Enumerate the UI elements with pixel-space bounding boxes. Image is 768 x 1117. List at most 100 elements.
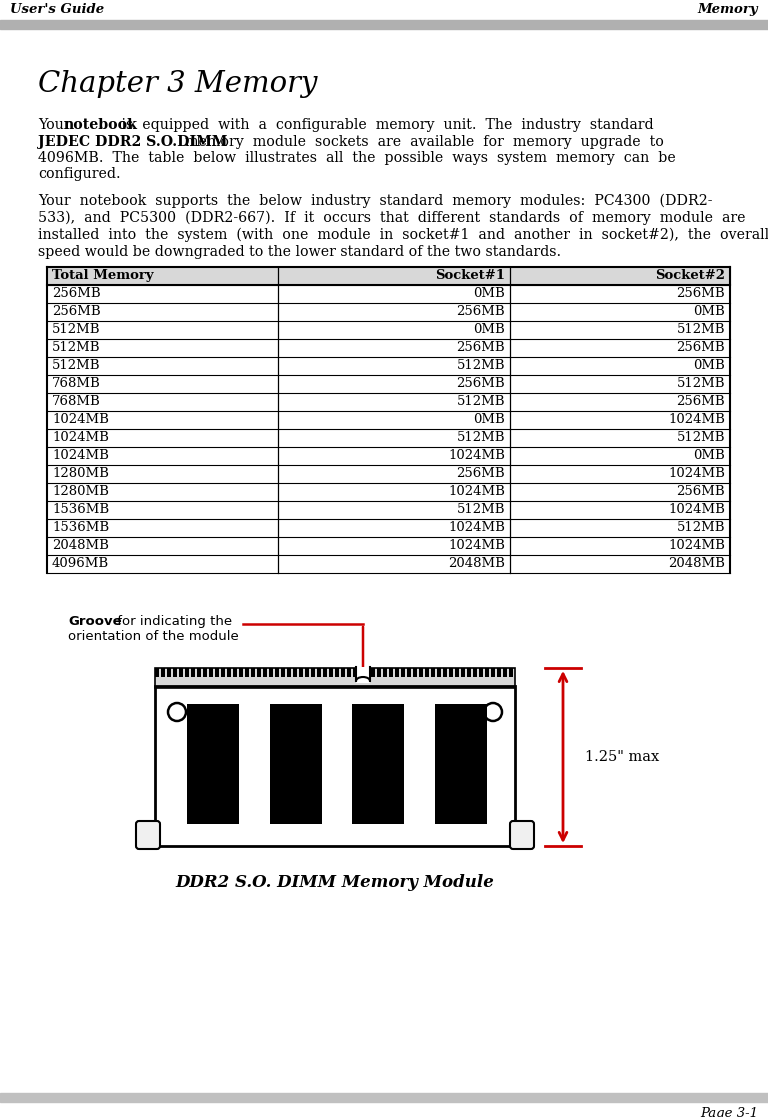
Text: 0MB: 0MB [694, 449, 725, 462]
Text: 4096MB.  The  table  below  illustrates  all  the  possible  ways  system  memor: 4096MB. The table below illustrates all … [38, 151, 676, 165]
Text: notebook: notebook [64, 118, 138, 132]
Bar [419, 668, 423, 677]
Bar [305, 668, 309, 677]
Text: Total Memory: Total Memory [52, 269, 154, 281]
Bar [155, 686, 515, 846]
Text: 1536MB: 1536MB [52, 521, 109, 534]
Text: Socket#2: Socket#2 [655, 269, 725, 281]
Bar [353, 668, 357, 677]
Text: installed  into  the  system  (with  one  module  in  socket#1  and  another  in: installed into the system (with one modu… [38, 228, 768, 242]
Text: 512MB: 512MB [677, 323, 725, 336]
Text: 512MB: 512MB [677, 521, 725, 534]
Bar [0, 1094, 768, 1102]
Bar [329, 668, 333, 677]
Bar [389, 668, 393, 677]
Bar [431, 668, 435, 677]
Bar [491, 668, 495, 677]
Bar [395, 668, 399, 677]
Text: 0MB: 0MB [473, 287, 505, 300]
Text: User's Guide: User's Guide [10, 3, 104, 16]
Bar [509, 668, 513, 677]
Text: Your: Your [38, 118, 75, 132]
Text: 1280MB: 1280MB [52, 485, 109, 498]
Text: 256MB: 256MB [677, 341, 725, 354]
Bar [245, 668, 249, 677]
Text: 256MB: 256MB [456, 305, 505, 318]
Bar [485, 668, 489, 677]
Text: 0MB: 0MB [473, 413, 505, 426]
Text: Socket#1: Socket#1 [435, 269, 505, 281]
Text: 2048MB: 2048MB [668, 557, 725, 570]
Bar [233, 668, 237, 677]
Text: Groove: Groove [68, 615, 121, 628]
Text: 512MB: 512MB [52, 341, 101, 354]
Bar [401, 668, 405, 677]
Text: 512MB: 512MB [456, 395, 505, 408]
Text: 2048MB: 2048MB [52, 540, 109, 552]
Bar [185, 668, 189, 677]
Bar [437, 668, 441, 677]
Bar [239, 668, 243, 677]
Bar [443, 668, 447, 677]
Bar [47, 267, 730, 285]
Text: 533),  and  PC5300  (DDR2-667).  If  it  occurs  that  different  standards  of : 533), and PC5300 (DDR2-667). If it occur… [38, 211, 746, 226]
Text: 256MB: 256MB [456, 341, 505, 354]
Bar [455, 668, 459, 677]
Bar [407, 668, 411, 677]
Text: 0MB: 0MB [694, 359, 725, 372]
Bar [197, 668, 201, 677]
Bar [155, 668, 159, 677]
Text: 256MB: 256MB [677, 395, 725, 408]
Bar [413, 668, 417, 677]
Bar [356, 667, 370, 682]
Bar [341, 668, 345, 677]
Text: 1536MB: 1536MB [52, 503, 109, 516]
Bar [191, 668, 195, 677]
Text: 512MB: 512MB [456, 431, 505, 443]
Bar [311, 668, 315, 677]
Text: 512MB: 512MB [456, 359, 505, 372]
Bar [179, 668, 183, 677]
Text: JEDEC DDR2 S.O.DIMM: JEDEC DDR2 S.O.DIMM [38, 135, 227, 149]
Bar [503, 668, 507, 677]
Bar [365, 668, 369, 677]
Bar [173, 668, 177, 677]
Text: Your  notebook  supports  the  below  industry  standard  memory  modules:  PC43: Your notebook supports the below industr… [38, 194, 713, 209]
Text: 1280MB: 1280MB [52, 467, 109, 480]
Text: configured.: configured. [38, 168, 121, 181]
Text: 768MB: 768MB [52, 378, 101, 390]
Text: 1024MB: 1024MB [668, 503, 725, 516]
Bar [479, 668, 483, 677]
Bar [497, 668, 501, 677]
Bar [270, 704, 322, 824]
Text: 1024MB: 1024MB [52, 431, 109, 443]
Bar [167, 668, 171, 677]
Text: is  equipped  with  a  configurable  memory  unit.  The  industry  standard: is equipped with a configurable memory u… [117, 118, 654, 132]
Text: memory  module  sockets  are  available  for  memory  upgrade  to: memory module sockets are available for … [176, 135, 664, 149]
Text: for indicating the: for indicating the [113, 615, 232, 628]
Bar [347, 668, 351, 677]
Bar [251, 668, 255, 677]
Text: 256MB: 256MB [52, 305, 101, 318]
Bar [449, 668, 453, 677]
Bar [335, 668, 339, 677]
Bar [275, 668, 279, 677]
Text: 512MB: 512MB [677, 431, 725, 443]
Text: 256MB: 256MB [456, 467, 505, 480]
Bar [323, 668, 327, 677]
Text: Page 3-1: Page 3-1 [700, 1107, 758, 1117]
Bar [155, 668, 515, 688]
Text: 0MB: 0MB [694, 305, 725, 318]
Bar [371, 668, 375, 677]
Text: 1024MB: 1024MB [668, 413, 725, 426]
Text: 1024MB: 1024MB [52, 449, 109, 462]
Bar [293, 668, 297, 677]
Text: 0MB: 0MB [473, 323, 505, 336]
Bar [257, 668, 261, 677]
Text: 4096MB: 4096MB [52, 557, 109, 570]
Text: Memory: Memory [697, 3, 758, 16]
Text: 1024MB: 1024MB [668, 540, 725, 552]
Text: Chapter 3 Memory: Chapter 3 Memory [38, 70, 317, 98]
Text: 1024MB: 1024MB [448, 540, 505, 552]
Text: 512MB: 512MB [456, 503, 505, 516]
